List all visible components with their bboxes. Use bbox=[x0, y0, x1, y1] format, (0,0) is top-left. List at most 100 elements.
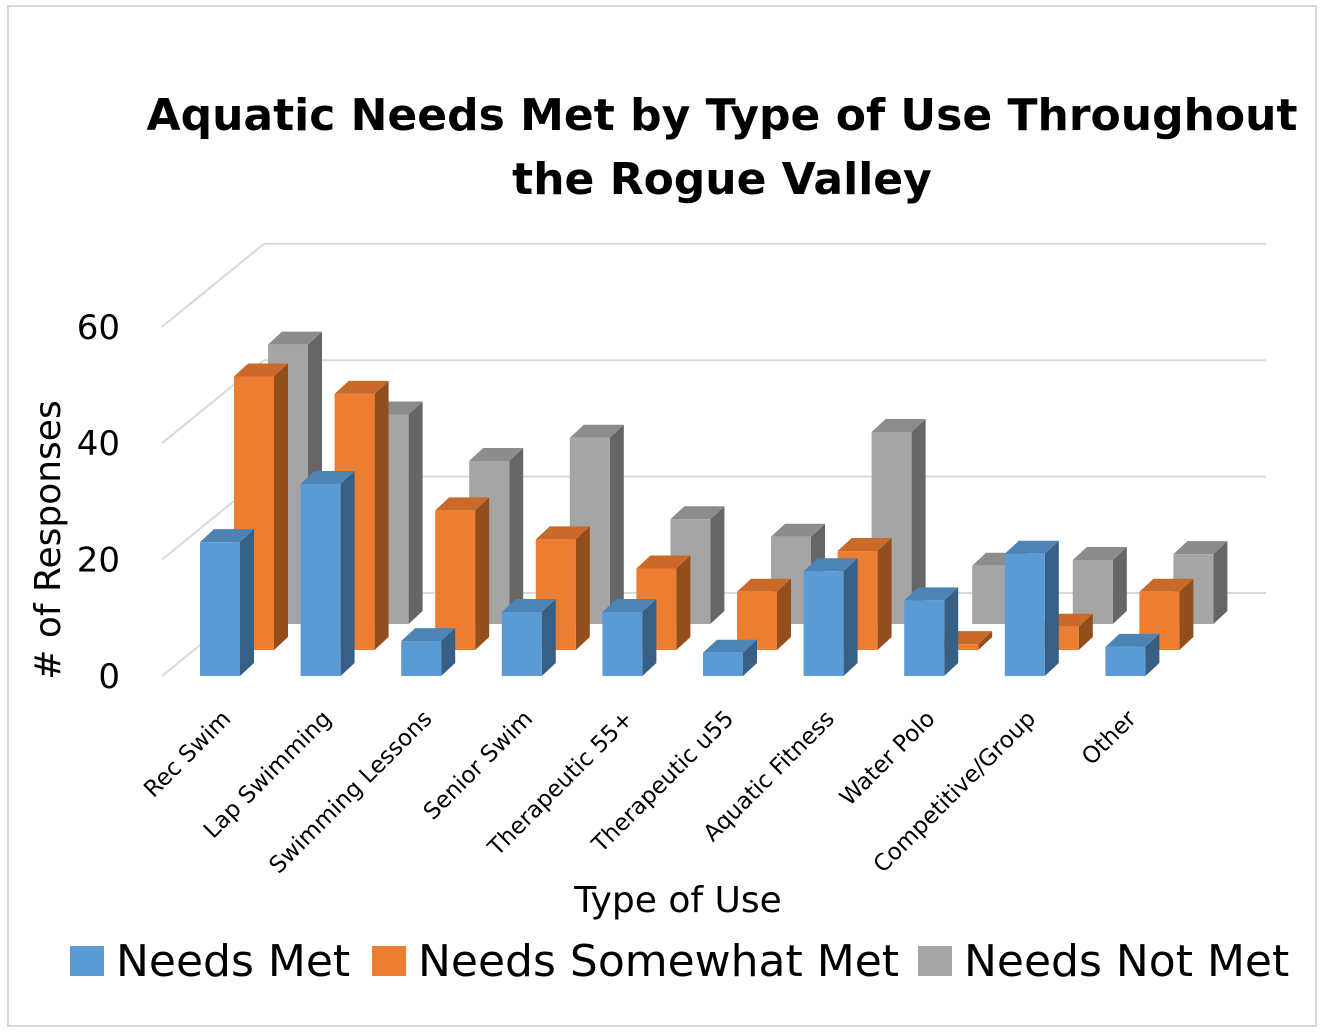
chart-title-line-2: the Rogue Valley bbox=[512, 154, 932, 205]
bar-front bbox=[602, 611, 643, 676]
bars bbox=[200, 331, 1228, 676]
bar-top bbox=[1072, 546, 1127, 560]
bar-top bbox=[636, 555, 691, 569]
y-tick-label: 20 bbox=[77, 541, 120, 581]
bar-top bbox=[1173, 541, 1228, 555]
legend-swatch bbox=[918, 946, 952, 976]
legend-item: Needs Somewhat Met bbox=[372, 936, 899, 987]
bar-needs-met-3 bbox=[501, 598, 556, 676]
bar-front bbox=[401, 641, 442, 676]
bar-side bbox=[240, 529, 254, 676]
bar-front bbox=[200, 542, 240, 676]
bar-side bbox=[475, 497, 490, 650]
legend-label: Needs Not Met bbox=[964, 936, 1289, 987]
bar-side bbox=[710, 506, 725, 624]
bar-front bbox=[435, 510, 476, 650]
bar-top bbox=[469, 448, 524, 462]
bar-needs-met-4 bbox=[602, 598, 657, 676]
chart-title-line-1: Aquatic Needs Met by Type of Use Through… bbox=[147, 90, 1298, 141]
y-tick-label: 60 bbox=[77, 308, 120, 348]
bar-needs-somewhat-met-2 bbox=[435, 497, 490, 650]
bar-needs-somewhat-met-5 bbox=[737, 578, 791, 650]
chart-border bbox=[7, 5, 1317, 1027]
bar-top bbox=[268, 331, 322, 345]
bar-side bbox=[978, 631, 993, 650]
bar-top bbox=[602, 598, 657, 612]
bar-side bbox=[509, 448, 524, 624]
bar-side bbox=[1213, 541, 1228, 624]
bar-side bbox=[274, 363, 288, 650]
bar-needs-not-met-8 bbox=[1072, 546, 1127, 624]
bar-top bbox=[670, 506, 725, 520]
bar-top bbox=[234, 363, 288, 377]
bar-side bbox=[676, 555, 691, 650]
bar-side bbox=[408, 401, 423, 624]
bar-top bbox=[771, 523, 825, 537]
legend: Needs Met Needs Somewhat Met Needs Not Met bbox=[70, 936, 1289, 987]
bar-side bbox=[609, 424, 624, 624]
legend-label: Needs Somewhat Met bbox=[418, 936, 899, 987]
bar-side bbox=[777, 578, 791, 650]
bar-needs-met-7 bbox=[904, 587, 959, 676]
bar-front bbox=[703, 652, 743, 676]
bar-side bbox=[1145, 633, 1160, 676]
bar-top bbox=[803, 558, 858, 572]
bar-side bbox=[1112, 546, 1127, 624]
legend-label: Needs Met bbox=[116, 936, 350, 987]
bar-top bbox=[401, 628, 456, 642]
legend-swatch bbox=[372, 946, 406, 976]
bar-needs-met-8 bbox=[1004, 540, 1059, 676]
bar-side bbox=[575, 526, 590, 650]
bar-side bbox=[743, 639, 757, 676]
legend-swatch bbox=[70, 946, 104, 976]
legend-item: Needs Met bbox=[70, 936, 350, 987]
bar-needs-met-0 bbox=[200, 529, 254, 676]
bar-needs-met-2 bbox=[401, 628, 456, 676]
bar-side bbox=[911, 418, 926, 624]
bar-needs-met-6 bbox=[803, 558, 858, 676]
bar-front bbox=[501, 611, 542, 676]
bar-front bbox=[803, 571, 844, 676]
bar-front bbox=[1004, 553, 1045, 676]
bar-side bbox=[340, 470, 355, 676]
bar-needs-met-9 bbox=[1105, 633, 1160, 676]
bar-side bbox=[1044, 540, 1059, 676]
bar-top bbox=[1004, 540, 1059, 554]
legend-item: Needs Not Met bbox=[918, 936, 1289, 987]
bar-top bbox=[1139, 578, 1194, 592]
bar-side bbox=[541, 598, 556, 676]
bar-side bbox=[374, 380, 389, 650]
y-tick-label: 40 bbox=[77, 424, 120, 464]
bar-side bbox=[1179, 578, 1194, 650]
bar-side bbox=[944, 587, 959, 676]
bar-front bbox=[1072, 559, 1113, 624]
bar-needs-met-1 bbox=[300, 470, 355, 676]
bar-top bbox=[200, 529, 254, 543]
bar-needs-somewhat-met-3 bbox=[535, 526, 590, 650]
bar-top bbox=[501, 598, 556, 612]
bar-front bbox=[904, 600, 945, 676]
bar-side bbox=[843, 558, 858, 676]
bar-side bbox=[642, 598, 657, 676]
bar-top bbox=[435, 497, 490, 511]
bar-top bbox=[569, 424, 624, 438]
bar-side bbox=[441, 628, 456, 676]
bar-top bbox=[737, 578, 791, 592]
x-axis-title: Type of Use bbox=[573, 880, 782, 921]
bar-side bbox=[1078, 613, 1093, 650]
bar-top bbox=[300, 470, 355, 484]
bar-top bbox=[334, 380, 389, 394]
bar-top bbox=[535, 526, 590, 540]
bar-front bbox=[1105, 646, 1146, 676]
y-axis-title: # of Responses bbox=[28, 400, 69, 679]
bar-top bbox=[1105, 633, 1160, 647]
bar-top bbox=[703, 639, 757, 653]
bar-side bbox=[877, 538, 892, 650]
y-tick-label: 0 bbox=[98, 657, 120, 697]
bar-top bbox=[904, 587, 959, 601]
bar-needs-met-5 bbox=[703, 639, 757, 676]
bar-top bbox=[871, 418, 926, 432]
bar-top bbox=[837, 538, 892, 552]
